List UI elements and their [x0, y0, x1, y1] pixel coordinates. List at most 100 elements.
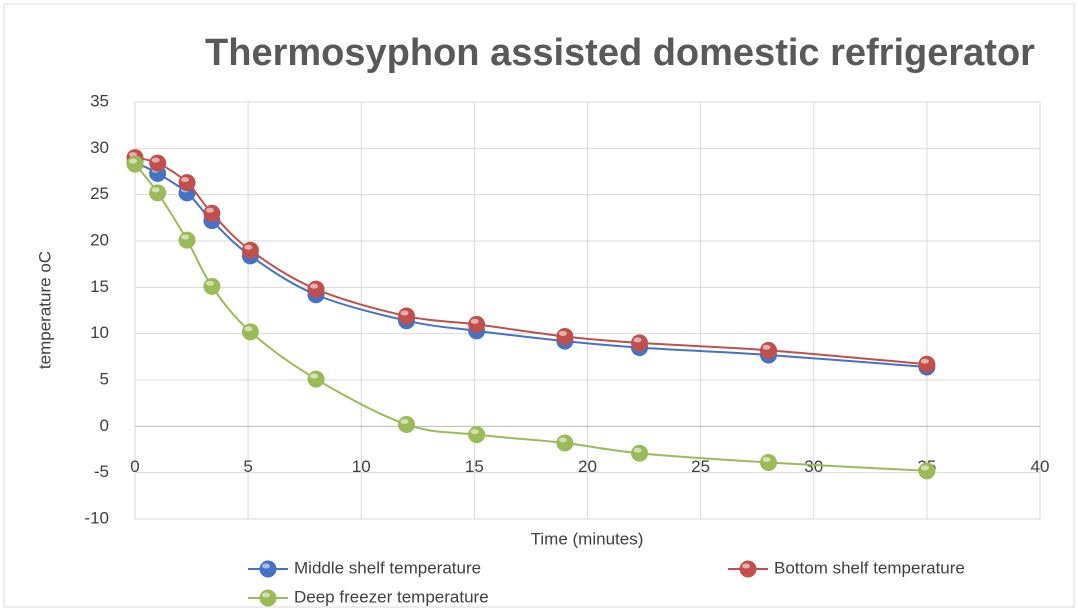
- marker-shine: [400, 418, 409, 424]
- marker-shine: [470, 318, 479, 324]
- marker-body: [918, 355, 936, 373]
- marker-shine: [151, 187, 160, 193]
- marker-body: [760, 341, 777, 359]
- marker: [918, 462, 936, 480]
- marker: [556, 434, 574, 452]
- marker: [203, 204, 221, 222]
- marker-shine: [181, 177, 190, 183]
- marker-shine: [205, 280, 214, 286]
- marker: [307, 280, 325, 298]
- y-tick-label: 10: [90, 323, 109, 342]
- marker-body: [126, 155, 144, 173]
- marker-shine: [742, 563, 750, 569]
- marker-shine: [920, 358, 929, 364]
- marker: [468, 426, 486, 444]
- marker-shine: [181, 234, 190, 240]
- marker-body: [468, 426, 486, 444]
- y-tick-label: 20: [90, 230, 109, 249]
- marker-body: [241, 323, 259, 341]
- x-tick-label: 5: [243, 457, 252, 476]
- marker-body: [203, 204, 221, 222]
- marker-body: [149, 154, 167, 172]
- marker-shine: [558, 330, 567, 336]
- marker-shine: [920, 465, 929, 471]
- marker: [149, 184, 167, 202]
- marker-body: [259, 589, 277, 607]
- marker-shine: [633, 447, 642, 453]
- marker: [760, 453, 777, 471]
- marker: [631, 334, 649, 352]
- legend-label: Bottom shelf temperature: [774, 558, 965, 577]
- marker: [259, 560, 277, 578]
- marker-shine: [244, 326, 253, 332]
- y-tick-label: 5: [100, 369, 109, 388]
- y-tick-label: 25: [90, 184, 109, 203]
- marker-shine: [558, 437, 567, 443]
- marker: [398, 307, 415, 325]
- marker-body: [760, 453, 777, 471]
- marker-shine: [151, 157, 160, 163]
- marker: [241, 323, 259, 341]
- marker: [631, 444, 649, 462]
- y-tick-label: -5: [94, 462, 109, 481]
- x-tick-label: 25: [691, 457, 710, 476]
- marker-shine: [262, 563, 270, 569]
- marker: [203, 277, 221, 295]
- marker: [126, 155, 144, 173]
- marker: [241, 241, 259, 259]
- marker-shine: [400, 310, 409, 316]
- marker-body: [149, 184, 167, 202]
- marker-body: [918, 462, 936, 480]
- marker: [149, 154, 167, 172]
- marker-shine: [470, 429, 479, 435]
- marker: [739, 560, 757, 578]
- marker-body: [178, 231, 196, 249]
- marker-body: [241, 241, 259, 259]
- marker: [307, 370, 325, 388]
- chart-frame: [3, 3, 1075, 608]
- x-tick-label: 0: [130, 457, 139, 476]
- y-tick-label: 30: [90, 138, 109, 157]
- marker-body: [203, 277, 221, 295]
- y-tick-label: 0: [100, 416, 109, 435]
- marker: [178, 174, 196, 192]
- y-axis-label: temperature oC: [35, 251, 54, 369]
- marker-body: [307, 370, 325, 388]
- y-tick-label: 15: [90, 277, 109, 296]
- marker-shine: [633, 337, 642, 343]
- marker-body: [307, 280, 325, 298]
- legend-label: Middle shelf temperature: [294, 558, 481, 577]
- marker: [468, 315, 486, 333]
- marker: [760, 341, 777, 359]
- marker-body: [631, 444, 649, 462]
- marker-body: [556, 327, 574, 345]
- marker: [918, 355, 936, 373]
- y-tick-label: 35: [90, 91, 109, 110]
- marker-body: [556, 434, 574, 452]
- marker-body: [398, 307, 415, 325]
- marker-body: [739, 560, 757, 578]
- x-tick-label: 40: [1031, 457, 1050, 476]
- marker-shine: [129, 158, 137, 164]
- marker-body: [631, 334, 649, 352]
- marker-shine: [762, 456, 771, 462]
- marker-shine: [310, 373, 318, 379]
- marker-shine: [205, 207, 214, 213]
- marker: [259, 589, 277, 607]
- marker-body: [178, 174, 196, 192]
- marker: [398, 415, 415, 433]
- marker: [178, 231, 196, 249]
- marker-shine: [310, 283, 318, 289]
- marker-body: [468, 315, 486, 333]
- x-tick-label: 10: [352, 457, 371, 476]
- marker-shine: [762, 344, 771, 350]
- x-tick-label: 15: [465, 457, 484, 476]
- marker: [556, 327, 574, 345]
- x-tick-label: 20: [578, 457, 597, 476]
- x-axis-label: Time (minutes): [531, 529, 644, 548]
- marker-shine: [262, 592, 270, 598]
- y-tick-label: -10: [84, 508, 109, 527]
- marker-body: [398, 415, 415, 433]
- legend-label: Deep freezer temperature: [294, 587, 489, 606]
